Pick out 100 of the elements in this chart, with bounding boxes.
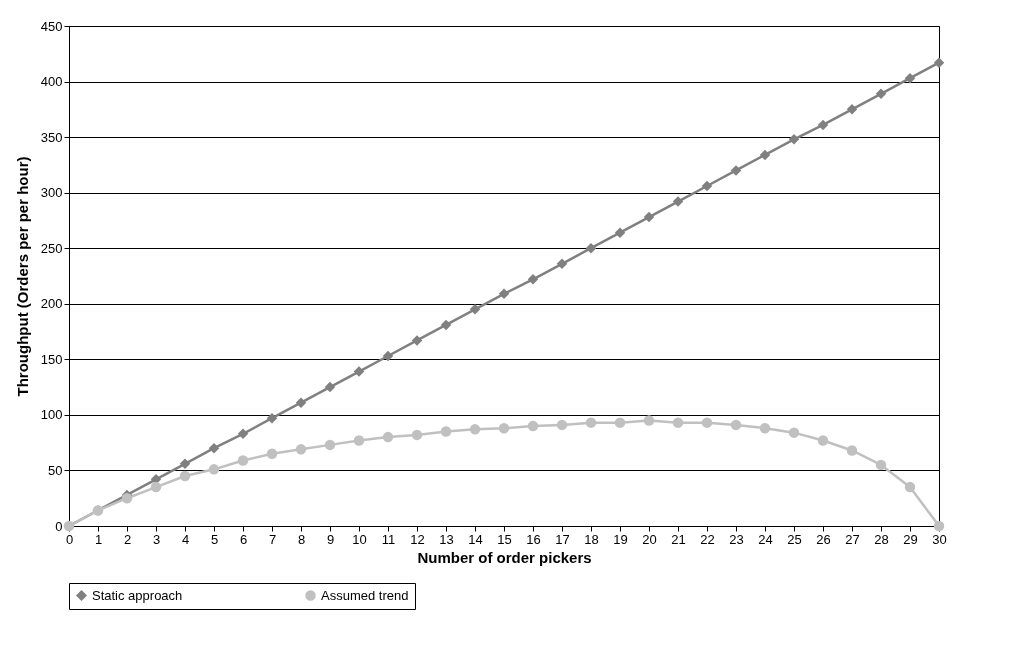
point [556, 419, 568, 431]
point [208, 464, 220, 475]
point [788, 427, 800, 438]
point [295, 397, 307, 408]
y-axis-title: Throughput (Orders per per hour) [13, 156, 31, 397]
point [672, 196, 684, 207]
point [614, 417, 626, 428]
point [411, 429, 423, 441]
point [469, 304, 481, 315]
x-tick-label: 14 [468, 531, 483, 547]
y-tick-label: 400 [40, 74, 63, 90]
point [556, 258, 568, 270]
point [527, 420, 539, 432]
x-tick-label: 1 [94, 531, 103, 547]
point [643, 211, 655, 223]
y-tick-label: 200 [40, 296, 63, 312]
x-tick-label: 26 [816, 531, 831, 547]
x-tick-label: 9 [326, 531, 335, 547]
x-tick-label: 10 [352, 531, 367, 547]
point [266, 412, 278, 424]
point [498, 288, 510, 300]
x-tick-label: 4 [181, 531, 190, 547]
point [411, 335, 423, 346]
point [237, 428, 249, 440]
point [440, 426, 452, 437]
point [208, 442, 220, 454]
y-tick-label: 250 [40, 240, 63, 256]
point [672, 417, 684, 428]
y-tick-label: 150 [40, 351, 63, 367]
x-tick-label: 29 [903, 531, 918, 547]
point [875, 88, 887, 100]
point [382, 350, 394, 362]
point [846, 445, 858, 456]
point [353, 435, 365, 446]
point [266, 448, 278, 460]
x-tick-label: 12 [410, 531, 425, 547]
point [730, 419, 742, 431]
x-tick-label: 17 [555, 531, 570, 547]
point [469, 424, 481, 435]
point [730, 165, 742, 176]
x-tick-label: 19 [613, 531, 628, 547]
y-tick-label: 450 [40, 18, 63, 34]
y-tick-label: 100 [40, 407, 63, 423]
point [585, 242, 597, 254]
point [614, 227, 626, 238]
x-tick-label: 28 [874, 531, 889, 547]
point [498, 422, 510, 434]
x-tick-label: 23 [729, 531, 744, 547]
point [150, 481, 162, 493]
x-tick-label: 27 [845, 531, 860, 547]
point [788, 134, 800, 145]
x-tick-label: 2 [123, 531, 132, 547]
y-tick-label: 300 [40, 185, 63, 201]
point [353, 366, 365, 377]
point [585, 417, 597, 428]
x-tick-label: 24 [758, 531, 773, 547]
y-tick-label: 0 [55, 518, 63, 534]
point [875, 459, 887, 471]
point [179, 470, 191, 482]
y-tick-label: 50 [48, 462, 63, 478]
point [904, 72, 916, 84]
x-tick-label: 25 [787, 531, 802, 547]
legend-label: Static approach [92, 587, 183, 603]
x-tick-label: 5 [210, 531, 219, 547]
x-tick-label: 7 [268, 531, 277, 547]
x-tick-label: 30 [932, 531, 947, 547]
x-tick-label: 16 [526, 531, 541, 547]
point [701, 417, 713, 428]
point [759, 422, 771, 434]
point [382, 431, 394, 443]
point [324, 439, 336, 451]
point [179, 458, 191, 470]
point [759, 149, 771, 161]
x-tick-label: 6 [239, 531, 248, 547]
x-tick-label: 0 [65, 531, 74, 547]
point [295, 444, 307, 455]
x-axis-title: Number of order pickers [417, 548, 592, 566]
x-tick-label: 21 [671, 531, 686, 547]
point [643, 415, 655, 426]
point [933, 57, 945, 68]
x-tick-label: 13 [439, 531, 454, 547]
x-tick-label: 11 [381, 531, 396, 547]
point [846, 104, 858, 115]
point [324, 381, 336, 393]
point [817, 435, 829, 446]
point [817, 119, 829, 131]
point [933, 520, 945, 532]
x-tick-label: 15 [497, 531, 512, 547]
x-tick-label: 22 [700, 531, 715, 547]
point [527, 274, 539, 285]
point [904, 481, 916, 493]
legend-label: Assumed trend [321, 587, 409, 603]
x-tick-label: 20 [642, 531, 657, 547]
y-tick-label: 350 [40, 129, 63, 145]
point [701, 180, 713, 192]
point [237, 455, 249, 466]
point [440, 319, 452, 331]
x-tick-label: 3 [152, 531, 161, 547]
x-tick-label: 8 [297, 531, 306, 547]
x-tick-label: 18 [584, 531, 599, 547]
